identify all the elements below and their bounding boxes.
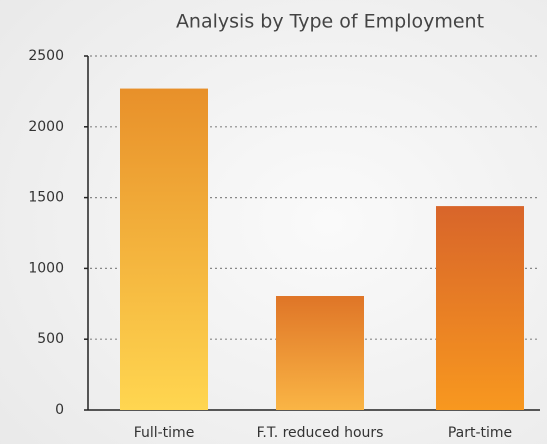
x-tick-label: Full-time [134,425,195,441]
bar [276,296,364,410]
y-tick-label: 0 [55,402,64,418]
y-tick-label: 1500 [28,190,64,206]
y-tick-label: 2500 [28,48,64,64]
y-tick-label: 500 [37,331,64,347]
bar [120,88,208,411]
x-tick-label: F.T. reduced hours [257,425,384,441]
x-tick-label: Part-time [448,425,512,441]
chart-title: Analysis by Type of Employment [176,11,484,33]
y-tick-label: 1000 [28,260,64,276]
y-tick-label: 2000 [28,119,64,135]
bar [436,206,524,410]
